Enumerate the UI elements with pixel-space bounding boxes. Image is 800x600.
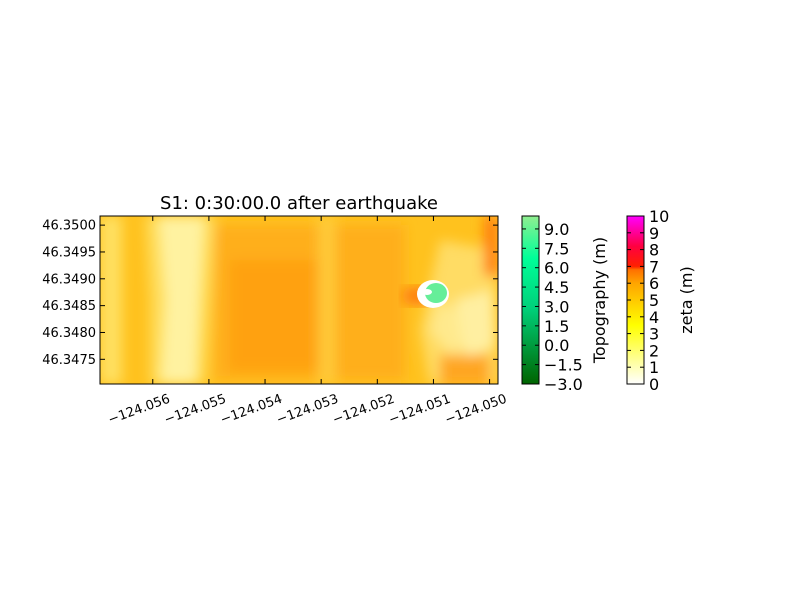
topography-colorbar-gradient <box>521 215 540 385</box>
island-core <box>422 289 432 295</box>
colorbar-tick-label: 1 <box>649 358 659 377</box>
colorbar-tick-label: 6 <box>649 274 659 293</box>
colorbar-tick-label: 4.5 <box>544 278 569 297</box>
colorbar-tick-label: 3 <box>649 325 659 344</box>
heatmap-pale-plume <box>430 300 470 360</box>
colorbar-tick-label: 9 <box>649 224 659 243</box>
y-axis: 46.3475 46.3480 46.3485 46.3490 46.3495 46.35… <box>42 219 498 368</box>
heatmap-orange-patch-1 <box>230 260 320 370</box>
y-tick-label: 46.3500 <box>42 219 96 234</box>
island-topography <box>425 283 447 303</box>
colorbar-tick-label: 5 <box>649 291 659 310</box>
colorbar-tick-label: 0.0 <box>544 336 569 355</box>
y-tick-label: 46.3495 <box>42 245 96 260</box>
heatmap-band-left-pale <box>100 216 122 384</box>
heatmap-pale-right-2 <box>455 290 495 360</box>
colorbar-tick-label: 10 <box>649 207 669 226</box>
x-tick-label: −124.051 <box>387 392 453 428</box>
topography-colorbar-ticks: −3.0−1.50.01.53.04.56.07.59.0 <box>522 220 583 394</box>
y-tick-label: 46.3490 <box>42 272 96 287</box>
x-tick-label: −124.050 <box>443 392 509 428</box>
colorbar-tick-label: 9.0 <box>544 220 569 239</box>
chart-title: S1: 0:30:00.0 after earthquake <box>160 193 438 214</box>
y-tick-label: 46.3475 <box>42 353 96 368</box>
colorbar-tick-label: 0 <box>649 375 659 394</box>
x-tick-label: −124.054 <box>219 392 285 428</box>
heatmap-plot <box>100 216 498 384</box>
heatmap-field <box>100 216 498 384</box>
colorbar-tick-label: 2 <box>649 341 659 360</box>
colorbar-tick-label: 8 <box>649 241 659 260</box>
colorbar-tick-label: 7.5 <box>544 239 569 258</box>
x-tick-label: −124.052 <box>331 392 397 428</box>
y-tick-label: 46.3480 <box>42 326 96 341</box>
colorbar-tick-label: 4 <box>649 308 659 327</box>
heatmap-channel-halo <box>145 216 215 384</box>
colorbar-tick-label: 7 <box>649 257 659 276</box>
x-tick-label: −124.053 <box>275 392 341 428</box>
heatmap-right-edge <box>484 216 498 276</box>
topography-colorbar-label: Topography (m) <box>590 237 609 364</box>
y-tick-label: 46.3485 <box>42 299 96 314</box>
zeta-colorbar-label: zeta (m) <box>677 266 696 333</box>
colorbar-tick-label: 6.0 <box>544 259 569 278</box>
heatmap-bottom-right <box>440 355 490 384</box>
colorbar-tick-label: 3.0 <box>544 297 569 316</box>
plot-frame <box>99 215 499 385</box>
x-tick-label: −124.056 <box>106 392 172 428</box>
heatmap-streak <box>318 216 336 384</box>
colorbar-tick-label: −1.5 <box>544 356 583 375</box>
colorbar-tick-label: 1.5 <box>544 317 569 336</box>
topography-colorbar: −3.0−1.50.01.53.04.56.07.59.0 Topography… <box>521 215 609 394</box>
x-tick-label: −124.055 <box>162 392 228 428</box>
colorbar-tick-label: −3.0 <box>544 375 583 394</box>
